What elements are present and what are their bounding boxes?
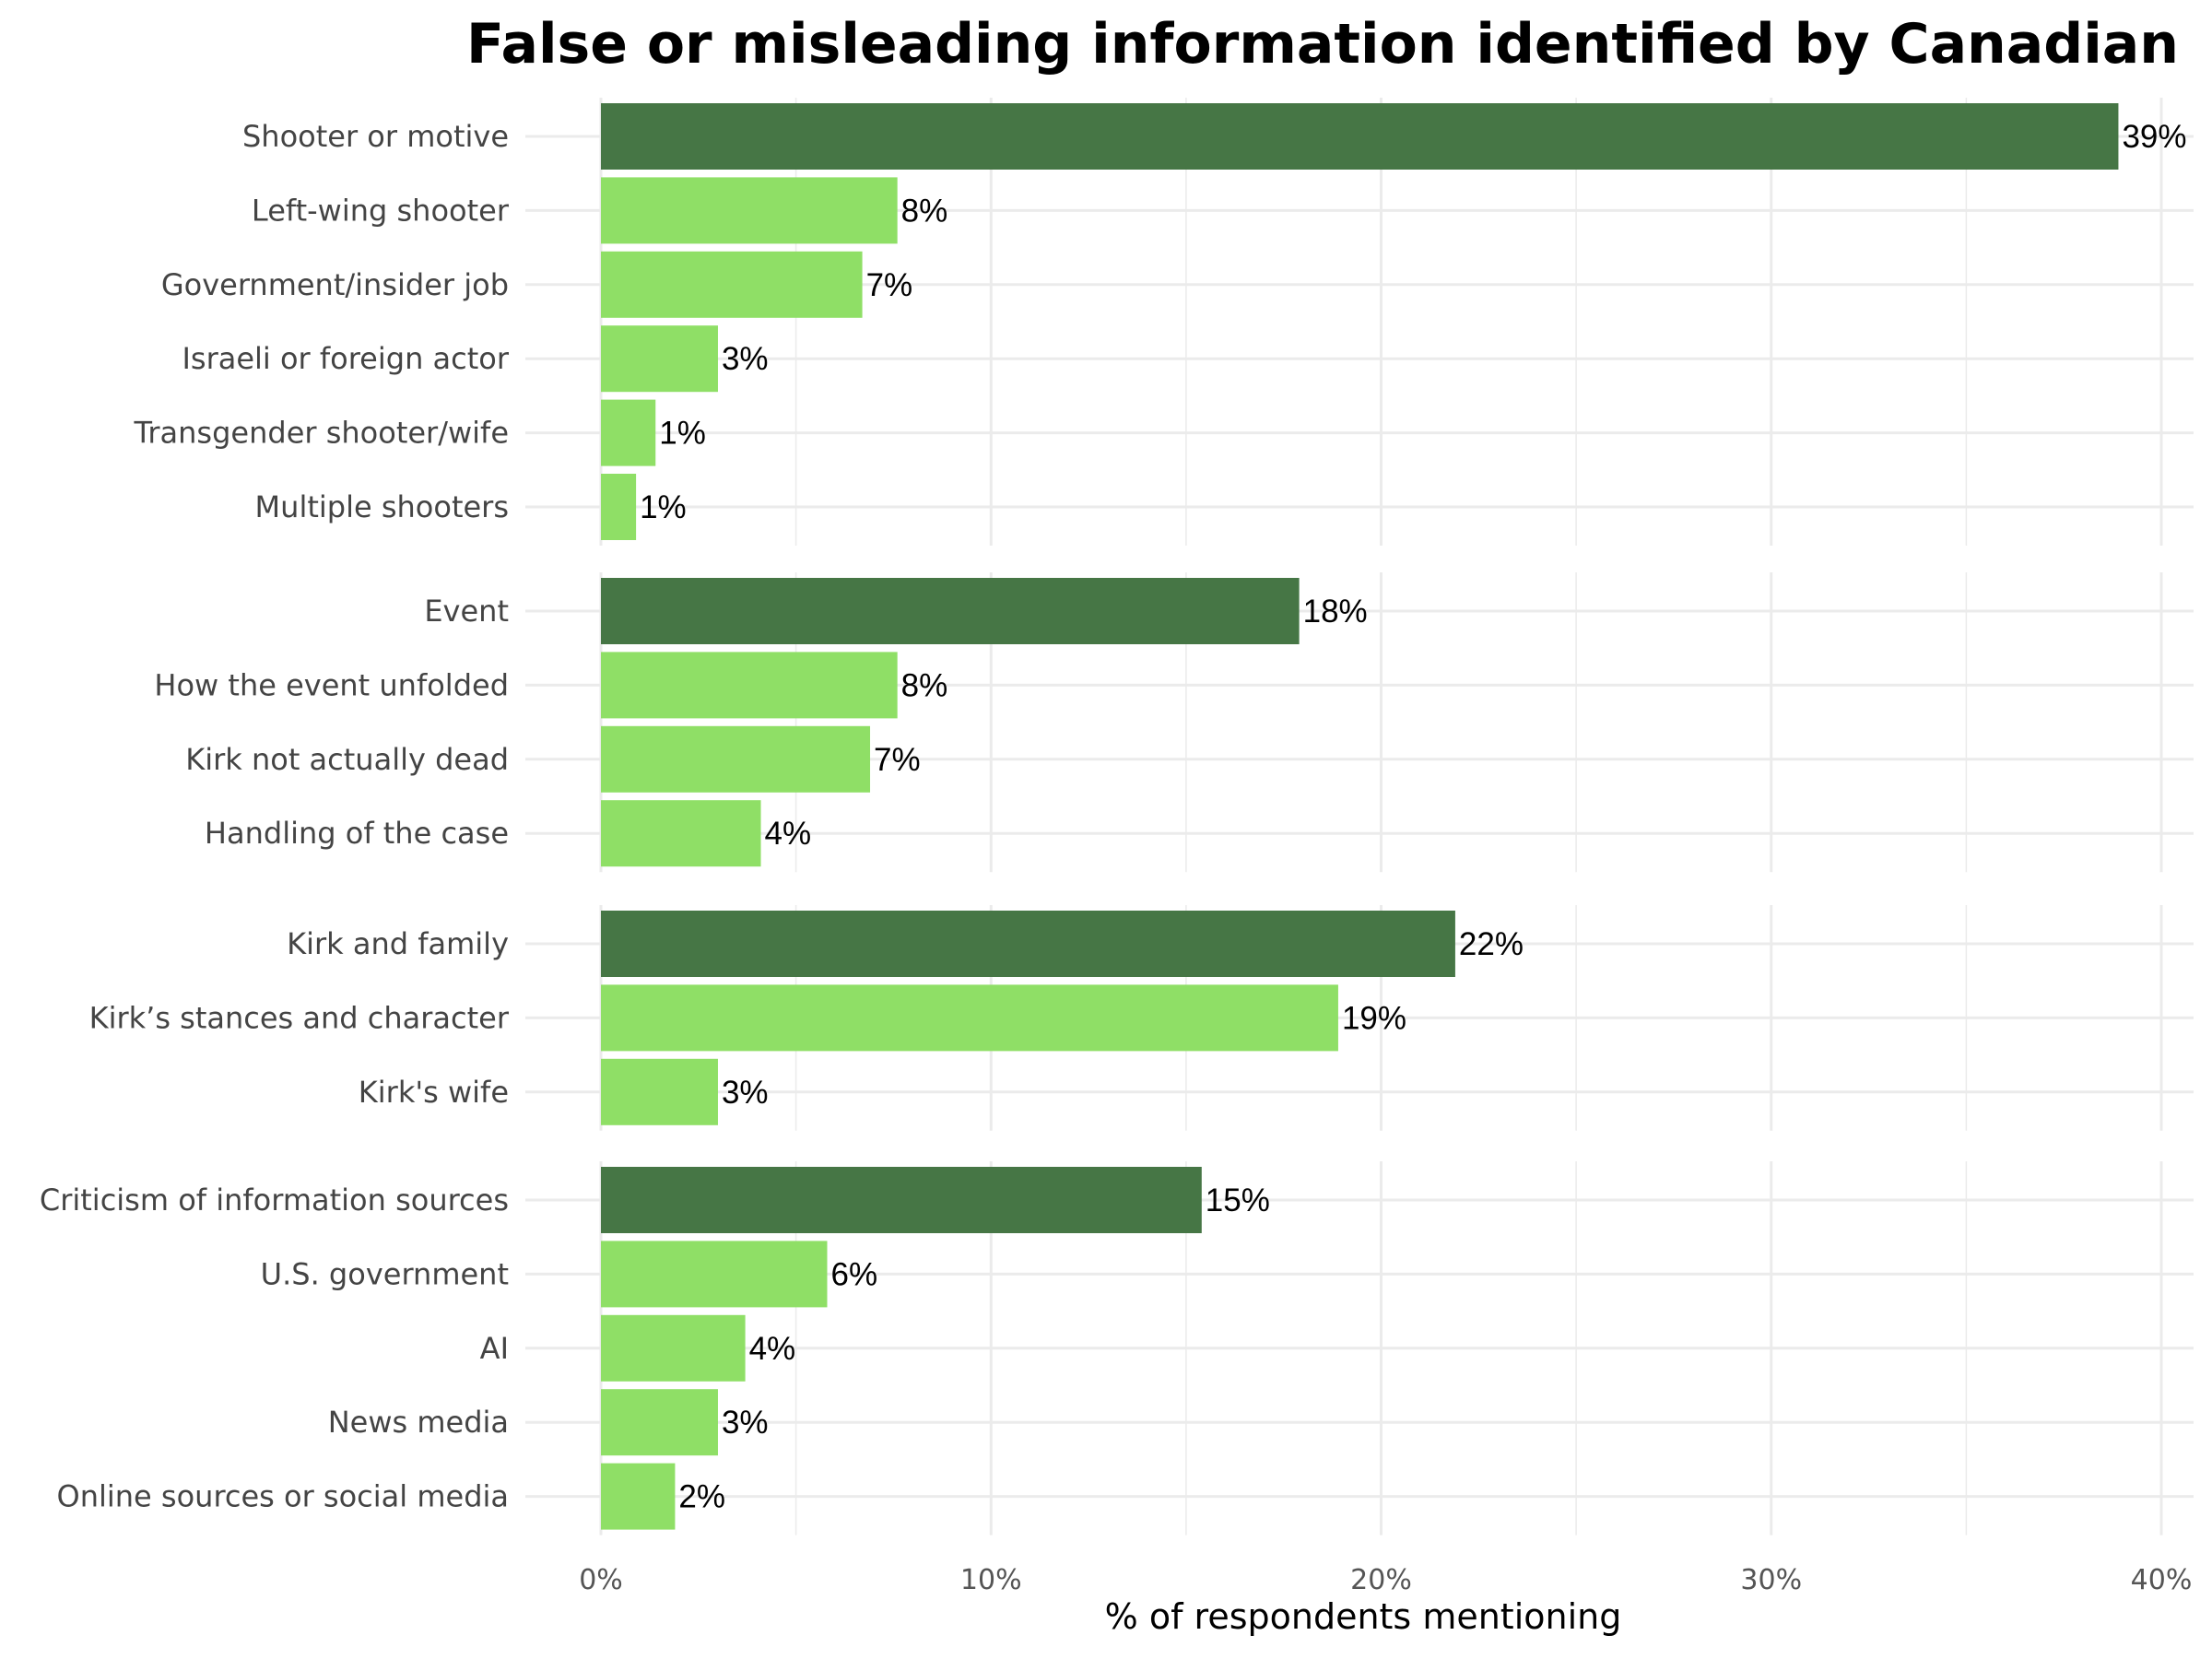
chart-title: False or misleading information identifi… xyxy=(466,12,2179,76)
category-label: AI xyxy=(480,1331,509,1366)
category-label: Shooter or motive xyxy=(242,119,509,154)
chart-panel: Kirk and family 22% Kirk’s stances and cha… xyxy=(89,905,2194,1131)
category-label: Event xyxy=(424,594,509,629)
x-axis-ticks: 0% 10% 20% 30% 40% xyxy=(579,1564,2192,1596)
data-label: 7% xyxy=(866,267,913,303)
chart-panel: Criticism of information sources 15% U.S. … xyxy=(40,1161,2194,1535)
bar xyxy=(601,1314,746,1382)
data-label: 22% xyxy=(1459,926,1524,962)
category-label: Left-wing shooter xyxy=(252,193,510,228)
chart-panel: Event 18% How the event unfolded 8% Kirk not… xyxy=(154,572,2194,873)
bar xyxy=(601,177,898,244)
bar xyxy=(601,325,718,393)
bar xyxy=(601,1167,1202,1233)
bar xyxy=(601,1389,718,1456)
data-label: 1% xyxy=(659,416,706,452)
data-label: 7% xyxy=(874,742,921,778)
bar xyxy=(601,1058,718,1125)
category-label: U.S. government xyxy=(261,1256,509,1291)
data-label: 4% xyxy=(765,816,812,852)
data-label: 4% xyxy=(749,1331,796,1367)
chart-panel: Shooter or motive 39% Left-wing shooter 8% G… xyxy=(134,98,2194,546)
category-label: Multiple shooters xyxy=(255,489,509,524)
x-tick-label: 30% xyxy=(1740,1564,1802,1596)
bar xyxy=(601,984,1338,1052)
x-tick-label: 10% xyxy=(960,1564,1022,1596)
bar xyxy=(601,652,898,719)
data-label: 15% xyxy=(1206,1182,1270,1218)
data-label: 8% xyxy=(901,667,948,703)
category-label: Government/insider job xyxy=(161,267,509,302)
category-label: Kirk's wife xyxy=(359,1075,509,1110)
category-label: News media xyxy=(328,1405,509,1440)
x-tick-label: 0% xyxy=(579,1564,623,1596)
bar xyxy=(601,399,656,466)
category-label: Kirk not actually dead xyxy=(185,742,509,777)
data-label: 3% xyxy=(722,341,769,377)
bar xyxy=(601,251,863,318)
category-label: Online sources or social media xyxy=(57,1479,509,1514)
category-label: Transgender shooter/wife xyxy=(134,416,509,451)
data-label: 8% xyxy=(901,193,948,229)
x-tick-label: 40% xyxy=(2131,1564,2193,1596)
data-label: 3% xyxy=(722,1075,769,1111)
data-label: 1% xyxy=(640,489,687,525)
bar xyxy=(601,474,637,540)
category-label: Handling of the case xyxy=(205,816,509,851)
category-label: Kirk’s stances and character xyxy=(89,1000,510,1035)
data-label: 18% xyxy=(1303,594,1368,629)
bar xyxy=(601,578,1300,644)
bar xyxy=(601,725,871,793)
data-label: 3% xyxy=(722,1405,769,1441)
data-label: 6% xyxy=(830,1256,877,1292)
category-label: Kirk and family xyxy=(287,926,509,961)
chart-panels: Shooter or motive 39% Left-wing shooter 8% G… xyxy=(40,98,2194,1535)
bar xyxy=(601,911,1455,977)
bar xyxy=(601,103,2119,170)
data-label: 19% xyxy=(1342,1000,1406,1036)
data-label: 39% xyxy=(2122,119,2186,155)
category-label: Criticism of information sources xyxy=(40,1182,509,1218)
bar xyxy=(601,800,761,867)
bar xyxy=(601,1463,676,1530)
x-tick-label: 20% xyxy=(1350,1564,1412,1596)
data-label: 2% xyxy=(678,1479,725,1515)
category-label: How the event unfolded xyxy=(154,667,509,702)
x-axis-title: % of respondents mentioning xyxy=(1105,1596,1622,1637)
bar xyxy=(601,1241,828,1308)
category-label: Israeli or foreign actor xyxy=(182,341,509,376)
